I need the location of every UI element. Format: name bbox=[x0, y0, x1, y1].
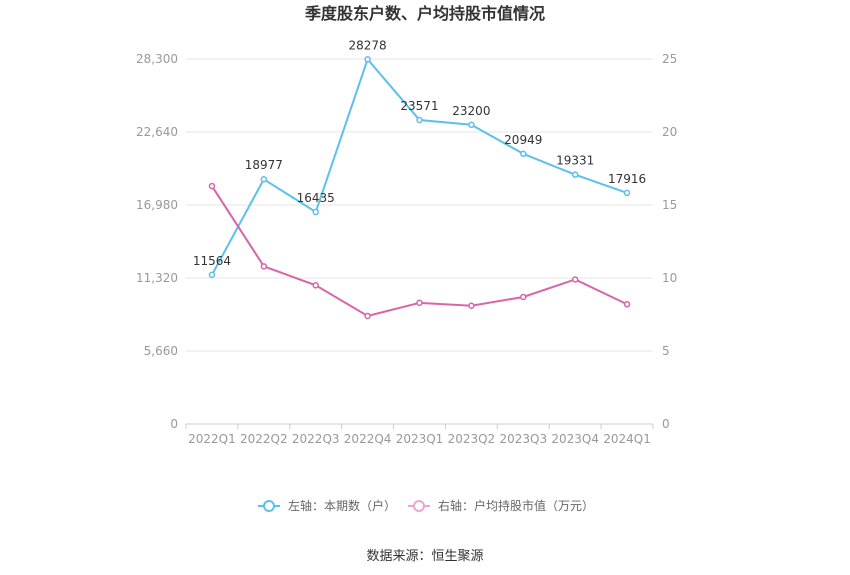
data-point bbox=[571, 276, 579, 283]
y-right-tick-label: 0 bbox=[662, 417, 670, 431]
data-label: 20949 bbox=[504, 133, 542, 147]
legend-label: 右轴：户均持股市值（万元） bbox=[438, 498, 594, 513]
x-tick-label: 2024Q1 bbox=[603, 432, 651, 446]
data-point bbox=[416, 116, 423, 124]
x-axis: 2022Q1 2022Q2 2022Q3 2022Q4 2023Q1 2023Q2 2023… bbox=[185, 423, 654, 446]
legend[interactable]: 左轴：本期数（户） 右轴：户均持股市值（万元） bbox=[258, 498, 594, 513]
x-tick-label: 2022Q4 bbox=[344, 432, 392, 446]
data-point bbox=[468, 121, 475, 129]
source-text: 数据来源：恒生聚源 bbox=[366, 549, 483, 564]
y-left-tick-label: 0 bbox=[170, 417, 178, 431]
data-label: 23200 bbox=[452, 104, 490, 118]
data-point bbox=[520, 150, 527, 158]
data-point bbox=[416, 299, 423, 307]
legend-marker bbox=[413, 500, 425, 512]
data-label: 19331 bbox=[556, 154, 594, 168]
data-point bbox=[623, 301, 631, 308]
y-left-tick-label: 11,320 bbox=[136, 271, 178, 285]
y-right-tick-label: 10 bbox=[662, 271, 677, 285]
series-avg-holding-value bbox=[208, 182, 631, 320]
y-right-tick-label: 5 bbox=[662, 344, 670, 358]
legend-marker bbox=[263, 500, 275, 512]
data-point bbox=[208, 271, 216, 279]
data-point bbox=[520, 293, 527, 301]
x-tick-label: 2022Q2 bbox=[240, 432, 288, 446]
legend-item-shareholders[interactable]: 左轴：本期数（户） bbox=[258, 498, 396, 513]
left-axis: 0 5,660 11,320 16,980 22,640 28,300 bbox=[136, 52, 178, 431]
legend-label: 左轴：本期数（户） bbox=[288, 498, 396, 513]
x-tick-label: 2022Q1 bbox=[188, 432, 236, 446]
data-point bbox=[260, 263, 268, 270]
series-line bbox=[211, 185, 628, 318]
x-tick-label: 2023Q4 bbox=[551, 432, 599, 446]
y-left-tick-label: 28,300 bbox=[136, 52, 178, 66]
data-label: 17916 bbox=[608, 172, 646, 186]
data-label: 23571 bbox=[400, 99, 438, 113]
x-tick-label: 2023Q1 bbox=[396, 432, 444, 446]
data-point bbox=[623, 189, 631, 197]
x-tick-label: 2023Q2 bbox=[448, 432, 496, 446]
x-tick-label: 2022Q3 bbox=[292, 432, 340, 446]
y-right-tick-label: 25 bbox=[662, 52, 677, 66]
data-point bbox=[260, 175, 268, 183]
y-right-tick-label: 15 bbox=[662, 198, 677, 212]
data-point bbox=[312, 208, 319, 216]
x-tick-label: 2023Q3 bbox=[499, 432, 547, 446]
data-point bbox=[312, 282, 319, 289]
y-left-tick-label: 22,640 bbox=[136, 125, 178, 139]
data-point bbox=[468, 302, 475, 309]
series-layer: 11564 18977 16435 28278 23571 23200 20949 19331… bbox=[193, 38, 646, 320]
legend-item-avg-holding-value[interactable]: 右轴：户均持股市值（万元） bbox=[408, 498, 594, 513]
series-shareholders: 11564 18977 16435 28278 23571 23200 20949 19331… bbox=[193, 38, 646, 279]
data-label: 11564 bbox=[193, 254, 231, 268]
data-point bbox=[208, 182, 216, 190]
data-point bbox=[571, 171, 579, 178]
y-left-tick-label: 5,660 bbox=[144, 344, 178, 358]
y-right-tick-label: 20 bbox=[662, 125, 677, 139]
data-label: 16435 bbox=[297, 191, 335, 205]
data-label: 28278 bbox=[349, 38, 387, 52]
data-point bbox=[364, 312, 371, 320]
data-label: 18977 bbox=[245, 158, 283, 172]
right-axis: 0 5 10 15 20 25 bbox=[662, 52, 677, 431]
y-left-tick-label: 16,980 bbox=[136, 198, 178, 212]
data-point bbox=[364, 56, 371, 63]
chart-title: 季度股东户数、户均持股市值情况 bbox=[304, 4, 545, 23]
